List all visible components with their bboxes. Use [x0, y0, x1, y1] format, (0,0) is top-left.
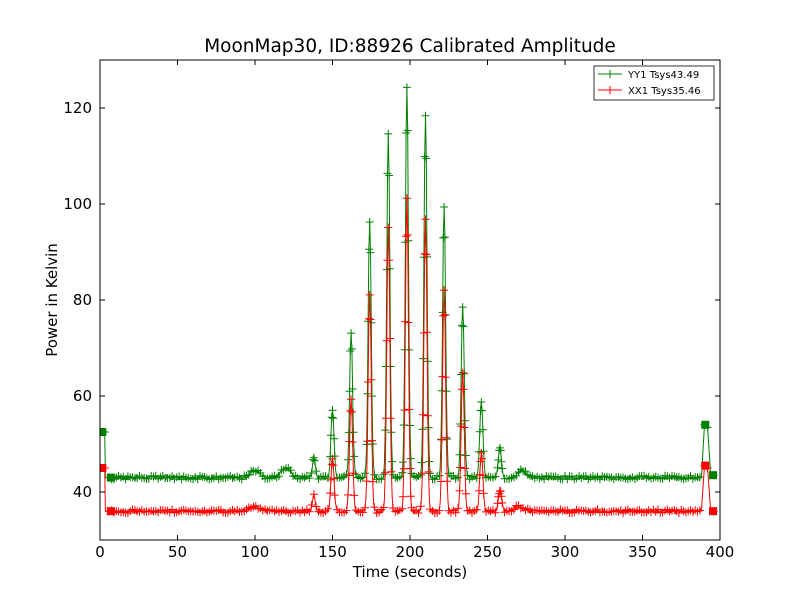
calibration-marker: [701, 461, 710, 470]
x-tick-label: 100: [241, 543, 270, 561]
legend: YY1 Tsys43.49 XX1 Tsys35.46: [593, 65, 715, 101]
series-markers: [100, 194, 718, 518]
series-yy1: [100, 83, 718, 484]
chart-title: MoonMap30, ID:88926 Calibrated Amplitude: [204, 36, 616, 57]
y-tick-label: 120: [63, 99, 92, 117]
x-axis-label: Time (seconds): [352, 563, 468, 581]
y-tick-label: 100: [63, 195, 92, 213]
calibration-marker: [106, 507, 115, 516]
series-xx1: [100, 194, 718, 518]
calibration-marker: [709, 507, 718, 516]
calibration-marker: [100, 428, 107, 436]
legend-label-yy1: YY1 Tsys43.49: [627, 70, 699, 81]
legend-label-xx1: XX1 Tsys35.46: [628, 86, 701, 97]
y-tick-label: 60: [73, 387, 92, 405]
x-tick-label: 50: [168, 543, 187, 561]
legend-marker-xx1: [606, 86, 614, 94]
calibration-marker: [709, 471, 718, 480]
x-tick-label: 0: [95, 543, 105, 561]
y-tick-label: 40: [73, 483, 92, 501]
x-tick-label: 400: [706, 543, 735, 561]
legend-marker-yy1: [606, 70, 614, 78]
x-tick-label: 250: [473, 543, 502, 561]
y-axis-label: Power in Kelvin: [43, 243, 61, 357]
x-tick-label: 200: [396, 543, 425, 561]
calibration-marker: [701, 420, 710, 429]
x-tick-label: 300: [551, 543, 580, 561]
series-layer: [100, 83, 718, 518]
calibration-marker: [106, 473, 115, 482]
y-tick-label: 80: [73, 291, 92, 309]
axis-ticks: 0 50 100 150 200 250 300 350 400 40 60 80 100 120: [63, 60, 734, 561]
series-markers: [100, 83, 718, 484]
x-tick-label: 150: [318, 543, 347, 561]
legend-frame: [593, 65, 715, 101]
calibration-marker: [100, 464, 107, 472]
x-tick-label: 350: [628, 543, 657, 561]
